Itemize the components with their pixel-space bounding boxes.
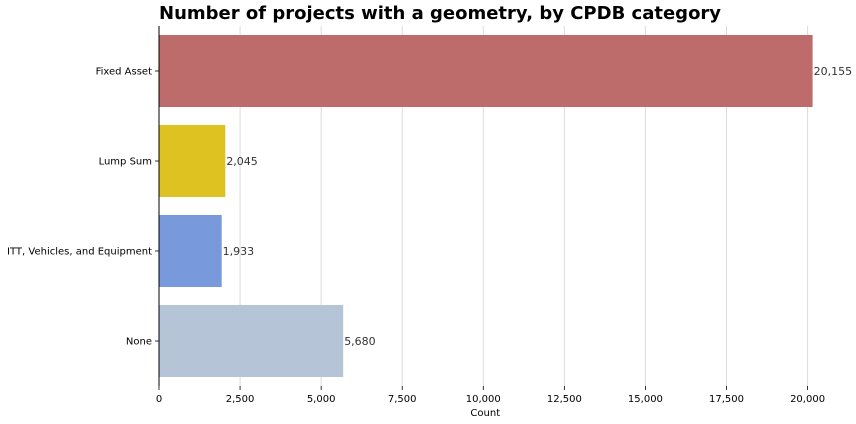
x-axis-title: Count (470, 408, 500, 419)
category-label: None (126, 337, 152, 348)
x-tick-label: 2,500 (226, 394, 255, 405)
x-tick-label: 5,000 (307, 394, 336, 405)
category-label: Lump Sum (99, 157, 152, 168)
x-tick-label: 10,000 (466, 394, 501, 405)
x-tick-label: 15,000 (628, 394, 663, 405)
bar (159, 305, 344, 377)
x-tick-label: 17,500 (709, 394, 744, 405)
x-tick-label: 7,500 (388, 394, 417, 405)
bars (159, 35, 813, 377)
data-label: 2,045 (226, 155, 257, 168)
data-label: 20,155 (814, 65, 853, 78)
data-label: 5,680 (344, 335, 376, 348)
labels: 0 2,500 5,000 7,500 10,000 12,500 15,000 17,500… (7, 65, 852, 405)
axes (155, 26, 808, 390)
bar (159, 35, 813, 107)
x-tick-label: 0 (156, 394, 162, 405)
bar (159, 125, 226, 197)
chart-title: Number of projects with a geometry, by C… (159, 3, 722, 24)
x-tick-label: 20,000 (790, 394, 825, 405)
category-label: ITT, Vehicles, and Equipment (7, 247, 152, 258)
x-tick-label: 12,500 (547, 394, 582, 405)
bar (159, 215, 222, 287)
data-label: 1,933 (223, 245, 255, 258)
category-label: Fixed Asset (96, 67, 153, 78)
